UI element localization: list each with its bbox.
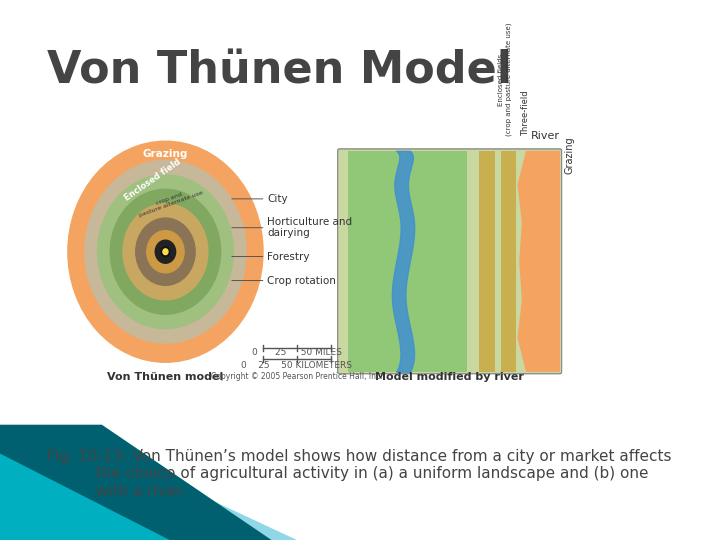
Text: Enclosed field: Enclosed field xyxy=(123,157,182,202)
Text: Von Thünen model: Von Thünen model xyxy=(107,372,224,382)
Circle shape xyxy=(98,175,233,329)
Circle shape xyxy=(110,189,220,314)
PathPatch shape xyxy=(0,424,271,540)
Circle shape xyxy=(68,141,263,362)
Text: Forestry: Forestry xyxy=(267,252,310,261)
Text: Von Thünen Model: Von Thünen Model xyxy=(47,50,512,93)
PathPatch shape xyxy=(500,151,516,372)
Text: City: City xyxy=(267,194,288,204)
Text: River: River xyxy=(531,131,560,141)
PathPatch shape xyxy=(518,151,560,372)
PathPatch shape xyxy=(348,151,467,372)
PathPatch shape xyxy=(42,472,297,540)
Text: Three-field: Three-field xyxy=(521,91,531,137)
Circle shape xyxy=(147,231,184,273)
Circle shape xyxy=(136,218,195,285)
Text: Enclosed fields
(crop and pasture alternate use): Enclosed fields (crop and pasture altern… xyxy=(498,23,512,137)
Circle shape xyxy=(163,249,168,254)
PathPatch shape xyxy=(0,454,170,540)
FancyBboxPatch shape xyxy=(338,149,562,374)
Text: crop and
pasture alternate use: crop and pasture alternate use xyxy=(136,185,204,219)
Circle shape xyxy=(156,240,176,264)
Text: Crop rotation: Crop rotation xyxy=(267,275,336,286)
Text: Horticulture and
dairying: Horticulture and dairying xyxy=(267,217,352,239)
Text: Copyright © 2005 Pearson Prentice Hall, Inc.: Copyright © 2005 Pearson Prentice Hall, … xyxy=(211,372,383,381)
Text: 0    25    50 KILOMETERS: 0 25 50 KILOMETERS xyxy=(241,361,353,369)
Circle shape xyxy=(123,204,208,300)
Circle shape xyxy=(161,247,170,256)
Text: Model modified by river: Model modified by river xyxy=(375,372,524,382)
Circle shape xyxy=(85,160,246,343)
Text: Grazing: Grazing xyxy=(143,148,188,159)
Text: Grazing: Grazing xyxy=(564,137,575,174)
Text: Fig. 10-13: Von Thünen’s model shows how distance from a city or market affects
: Fig. 10-13: Von Thünen’s model shows how… xyxy=(47,449,671,498)
PathPatch shape xyxy=(480,151,495,372)
Text: 0      25     50 MILES: 0 25 50 MILES xyxy=(252,348,342,357)
